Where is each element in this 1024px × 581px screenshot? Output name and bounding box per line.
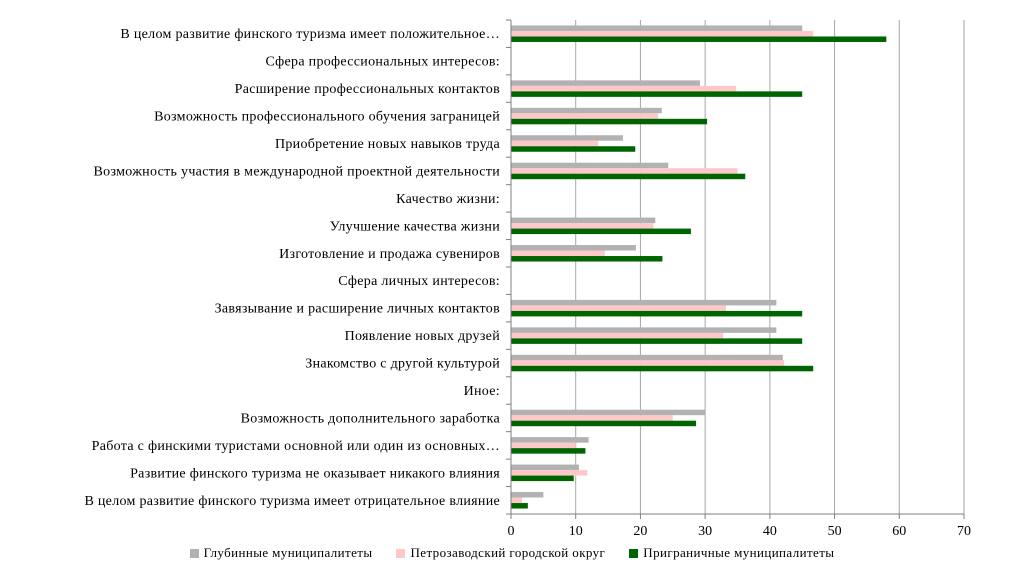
bar-s2-c17 <box>511 503 528 509</box>
bar-s0-c5 <box>511 162 669 169</box>
x-tick-label-2: 20 <box>633 524 647 539</box>
bar-s1-c14 <box>511 415 673 421</box>
category-label-6: Качество жизни: <box>396 192 500 207</box>
category-label-8: Изготовление и продажа сувениров <box>279 247 500 262</box>
bar-s1-c15 <box>511 442 576 449</box>
x-tick-label-6: 60 <box>892 524 906 539</box>
legend-label-petrozavodsk: Петрозаводский городской округ <box>410 545 606 560</box>
category-label-3: Возможность профессионального обучения з… <box>154 110 500 125</box>
legend-label-deep: Глубинные муниципалитеты <box>203 545 373 560</box>
bar-s1-c5 <box>511 168 738 174</box>
bar-s1-c11 <box>511 332 724 339</box>
bar-s1-c8 <box>511 250 605 257</box>
chart-legend: Глубинные муниципалитеты Петрозаводский … <box>0 545 1024 561</box>
bar-s2-c2 <box>511 91 803 97</box>
bar-s0-c10 <box>511 299 777 306</box>
bar-s2-c7 <box>511 228 691 235</box>
x-tick-label-5: 50 <box>828 524 842 539</box>
bar-s2-c10 <box>511 310 803 317</box>
bar-s1-c12 <box>511 360 785 366</box>
category-label-12: Знакомство с другой культурой <box>305 357 500 372</box>
bar-s1-c4 <box>511 140 599 147</box>
bar-s0-c17 <box>511 492 544 498</box>
legend-item-border: Приграничные муниципалитеты <box>629 545 834 561</box>
bar-s2-c8 <box>511 256 663 262</box>
bar-s2-c15 <box>511 448 586 454</box>
bar-s1-c10 <box>511 305 726 311</box>
bar-s0-c11 <box>511 327 777 333</box>
x-tick-label-1: 10 <box>569 524 583 539</box>
category-label-14: Возможность дополнительного заработка <box>241 411 501 426</box>
bar-s0-c14 <box>511 409 706 416</box>
bar-s2-c16 <box>511 475 574 482</box>
bar-s2-c14 <box>511 420 697 427</box>
bar-s2-c0 <box>511 36 887 42</box>
bar-s0-c16 <box>511 464 579 471</box>
legend-label-border: Приграничные муниципалитеты <box>643 545 835 560</box>
bar-s0-c0 <box>511 25 803 31</box>
bar-s1-c17 <box>511 497 523 504</box>
bar-s0-c15 <box>511 437 589 443</box>
bar-s2-c3 <box>511 118 708 125</box>
category-label-11: Появление новых друзей <box>345 329 501 344</box>
category-label-13: Иное: <box>464 384 500 399</box>
category-label-7: Улучшение качества жизни <box>330 219 500 234</box>
legend-item-petrozavodsk: Петрозаводский городской округ <box>396 545 605 561</box>
bar-s1-c7 <box>511 223 654 229</box>
category-label-9: Сфера личных интересов: <box>338 274 500 289</box>
category-label-17: В целом развитие финского туризма имеет … <box>84 494 500 509</box>
category-label-5: Возможность участия в международной прое… <box>94 164 501 179</box>
bar-s1-c16 <box>511 470 588 476</box>
category-label-10: Завязывание и расширение личных контакто… <box>215 302 501 317</box>
x-tick-label-4: 40 <box>763 524 777 539</box>
bar-s2-c11 <box>511 338 803 344</box>
category-label-15: Работа с финскими туристами основной или… <box>92 439 500 454</box>
bar-s1-c0 <box>511 30 814 37</box>
bar-s1-c3 <box>511 113 658 119</box>
x-tick-label-0: 0 <box>508 524 515 539</box>
bar-s2-c12 <box>511 365 814 372</box>
x-tick-label-7: 70 <box>957 524 971 539</box>
bar-s1-c2 <box>511 85 737 92</box>
legend-swatch-border <box>629 548 639 558</box>
bar-s0-c2 <box>511 80 700 86</box>
bar-s0-c7 <box>511 217 656 224</box>
bar-s2-c5 <box>511 173 746 180</box>
category-label-4: Приобретение новых навыков труда <box>275 137 501 152</box>
legend-swatch-petrozavodsk <box>396 548 406 558</box>
legend-swatch-deep <box>189 548 199 558</box>
bar-s0-c12 <box>511 354 783 361</box>
category-label-2: Расширение профессиональных контактов <box>235 82 500 97</box>
bar-s2-c4 <box>511 146 636 152</box>
bar-s0-c3 <box>511 107 662 114</box>
legend-item-deep: Глубинные муниципалитеты <box>189 545 373 561</box>
bar-s0-c4 <box>511 135 623 141</box>
category-label-0: В целом развитие финского туризма имеет … <box>120 27 500 42</box>
bar-s0-c8 <box>511 245 636 251</box>
category-label-16: Развитие финского туризма не оказывает н… <box>130 466 500 481</box>
category-label-1: Сфера профессиональных интересов: <box>266 55 500 70</box>
x-tick-label-3: 30 <box>698 524 712 539</box>
